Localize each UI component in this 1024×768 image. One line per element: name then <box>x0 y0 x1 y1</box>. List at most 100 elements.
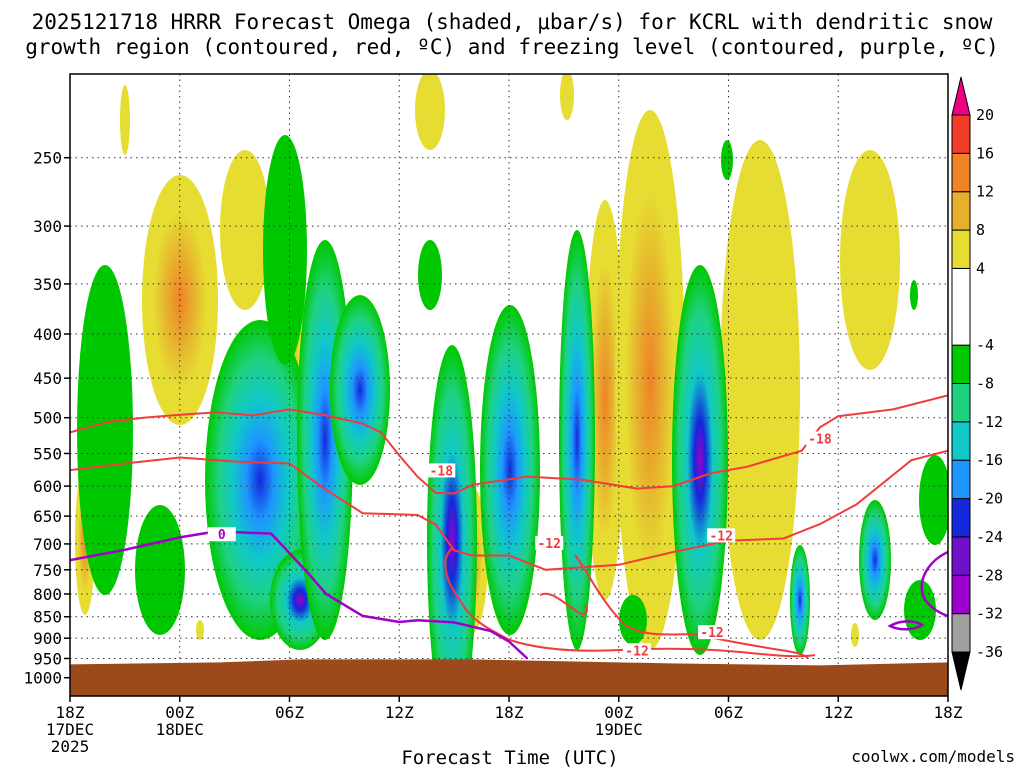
colorbar-label: 4 <box>976 259 985 277</box>
omega-blob <box>263 135 307 365</box>
omega-blob <box>585 200 625 600</box>
contour-label-bg <box>427 463 456 478</box>
y-tick-label: 750 <box>33 561 62 580</box>
colorbar-segment <box>951 76 971 116</box>
x-axis-title: Forecast Time (UTC) <box>401 747 618 768</box>
omega-blob <box>721 140 733 180</box>
omega-positive-regions <box>75 74 900 650</box>
omega-blob <box>220 150 270 310</box>
contour-label: -12 <box>625 644 648 659</box>
omega-blob <box>840 150 900 370</box>
omega-blob <box>480 305 540 635</box>
colorbar-segment <box>951 229 971 269</box>
colorbar-segment <box>951 574 971 615</box>
y-tick-label: 850 <box>33 608 62 627</box>
colorbar-segment <box>951 651 971 691</box>
colorbar-segment <box>951 152 971 193</box>
x-tick-label: 18Z <box>56 703 85 722</box>
omega-blob <box>135 505 185 635</box>
omega-blob <box>560 74 574 120</box>
contour-label-bg <box>805 431 834 446</box>
x-tick-label: 12Z <box>824 703 853 722</box>
chart-title-line1: 2025121718 HRRR Forecast Omega (shaded, … <box>32 10 993 34</box>
y-tick-label: 650 <box>33 507 62 526</box>
freezing-level-contour <box>70 530 529 660</box>
plot-area: -18 -18 -12 -12 -12 -12 0 <box>70 74 948 696</box>
contour-label-bg <box>535 535 564 550</box>
x-tick-label: 18Z <box>934 703 963 722</box>
colorbar-segment <box>951 114 971 154</box>
colorbar-segment <box>951 344 971 384</box>
omega-blob <box>418 240 442 310</box>
omega-blob <box>619 595 647 645</box>
omega-blob <box>720 140 800 640</box>
colorbar-label: -36 <box>976 643 1003 661</box>
colorbar-label: -12 <box>976 413 1003 431</box>
colorbar-segment <box>951 498 971 538</box>
y-tick-label: 250 <box>33 149 62 168</box>
chart-title-line2: growth region (contoured, red, ºC) and f… <box>25 35 999 59</box>
omega-blob <box>851 623 859 647</box>
y-tick-label: 900 <box>33 629 62 648</box>
omega-blob <box>330 295 390 485</box>
x-tick-label: 18Z <box>495 703 524 722</box>
dendritic-growth-contour-lower <box>70 449 948 571</box>
contour-label-bg <box>207 527 236 542</box>
colorbar-label: -4 <box>976 336 994 354</box>
colorbar-label: 20 <box>976 106 994 124</box>
x-tick-label: 19DEC <box>595 720 643 739</box>
colorbar-label: 12 <box>976 183 994 201</box>
omega-blob <box>120 85 130 155</box>
omega-blob <box>919 455 948 545</box>
x-tick-label: 2025 <box>51 737 90 756</box>
y-tick-label: 350 <box>33 275 62 294</box>
omega-blob <box>196 620 204 640</box>
colorbar-segment <box>951 536 971 576</box>
omega-blob <box>559 230 595 650</box>
omega-blob <box>672 265 728 655</box>
contour-label: -12 <box>537 537 560 552</box>
y-tick-label: 1000 <box>23 669 62 688</box>
colorbar-label: 8 <box>976 221 985 239</box>
contour-label-bg <box>707 528 736 543</box>
omega-negative-regions <box>77 135 948 696</box>
colorbar-segment <box>951 459 971 500</box>
omega-blob <box>859 500 891 620</box>
omega-blob <box>910 280 918 310</box>
colorbar: 20 16 12 8 4 -4 -8 -12 -16 -20 -24 -28 -32 -36 <box>951 76 1003 691</box>
colorbar-segment <box>951 613 971 653</box>
colorbar-label: -24 <box>976 528 1003 546</box>
colorbar-label: -28 <box>976 566 1003 584</box>
contour-label: -12 <box>709 529 732 544</box>
omega-blob <box>904 580 936 640</box>
colorbar-label: -20 <box>976 490 1003 508</box>
y-tick-label: 800 <box>33 585 62 604</box>
y-axis: 250 300 350 400 450 500 550 600 650 700 750 800 850 9… <box>23 149 70 688</box>
colorbar-label: -32 <box>976 605 1003 623</box>
x-tick-label: 18DEC <box>156 720 204 739</box>
colorbar-label: -16 <box>976 451 1003 469</box>
omega-blob <box>77 265 133 595</box>
x-tick-label: 00Z <box>165 703 194 722</box>
dendritic-growth-contour-upper <box>70 394 948 495</box>
y-tick-label: 500 <box>33 409 62 428</box>
y-tick-label: 300 <box>33 217 62 236</box>
y-tick-label: 450 <box>33 369 62 388</box>
freezing-level-contour-right <box>920 550 948 618</box>
x-tick-label: 06Z <box>714 703 743 722</box>
contour-label: 0 <box>218 528 226 543</box>
contour-label: -18 <box>808 433 832 448</box>
contour-label: -12 <box>700 626 723 641</box>
freezing-level-contour-small-loop <box>887 620 925 631</box>
credit-text: coolwx.com/models <box>851 747 1015 766</box>
y-tick-label: 950 <box>33 649 62 668</box>
terrain <box>70 659 948 696</box>
colorbar-label: 16 <box>976 144 994 162</box>
contour-label: -18 <box>430 464 454 479</box>
colorbar-segment <box>951 191 971 231</box>
colorbar-segment <box>951 267 971 346</box>
y-tick-label: 400 <box>33 325 62 344</box>
dendritic-growth-contour-lower-loop <box>444 547 816 658</box>
